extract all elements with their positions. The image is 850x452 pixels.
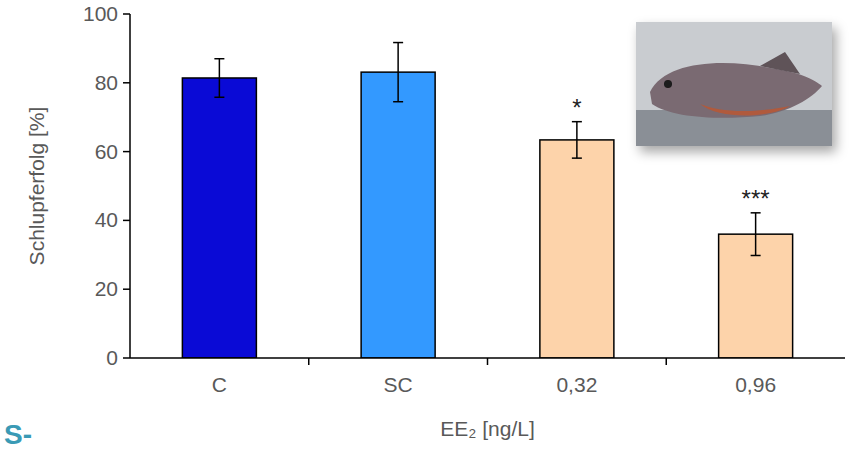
y-tick	[123, 82, 130, 84]
error-stem	[397, 43, 399, 102]
error-cap	[393, 101, 403, 103]
x-tick-label: C	[212, 373, 227, 396]
x-tick-label: 0,32	[556, 373, 597, 396]
x-tick	[308, 358, 310, 365]
x-tick-label: SC	[384, 373, 413, 396]
photo-fish-fin	[760, 52, 800, 74]
x-axis-title: EE₂ [ng/L]	[440, 417, 535, 440]
error-cap	[572, 121, 582, 123]
annotation: S-	[4, 419, 32, 450]
error-stem	[576, 122, 578, 158]
y-tick	[123, 288, 130, 290]
error-cap	[214, 58, 224, 60]
error-bar	[572, 122, 582, 158]
photo-inset	[636, 22, 832, 146]
error-stem	[219, 59, 221, 98]
y-tick	[123, 357, 130, 359]
error-cap	[751, 212, 761, 214]
chart-svg: 020406080100CSC0,320,96****EE₂ [ng/L]Sch…	[0, 0, 850, 452]
x-tick	[666, 358, 668, 365]
y-tick-label: 40	[95, 208, 118, 231]
y-tick-label: 20	[95, 277, 118, 300]
bar	[361, 72, 435, 358]
y-tick	[123, 220, 130, 222]
y-ticks: 0 20 40 60 80 100	[83, 2, 130, 369]
significance: *	[572, 94, 581, 121]
y-tick	[123, 13, 130, 15]
photo-fish-eye	[664, 80, 672, 88]
y-axis	[129, 14, 131, 358]
error-cap	[572, 157, 582, 159]
photo-bg	[636, 22, 832, 146]
error-stem	[755, 213, 757, 256]
bar	[540, 140, 614, 358]
y-tick-label: 100	[83, 2, 118, 25]
chart-container: 020406080100CSC0,320,96****EE₂ [ng/L]Sch…	[0, 0, 850, 452]
significance: ***	[742, 185, 770, 212]
error-bar	[751, 213, 761, 256]
x-tick-label: 0,96	[735, 373, 776, 396]
y-tick	[123, 151, 130, 153]
error-bar	[214, 59, 224, 98]
error-cap	[751, 255, 761, 257]
photo-fish-belly	[700, 104, 790, 116]
error-cap	[214, 96, 224, 98]
bar	[182, 78, 256, 358]
y-tick-label: 0	[106, 346, 118, 369]
y-tick-label: 60	[95, 140, 118, 163]
error-cap	[393, 42, 403, 44]
y-axis-title: Schlupferfolg [%]	[25, 107, 48, 266]
y-tick-label: 80	[95, 71, 118, 94]
x-tick	[487, 358, 489, 365]
error-bar	[393, 43, 403, 102]
